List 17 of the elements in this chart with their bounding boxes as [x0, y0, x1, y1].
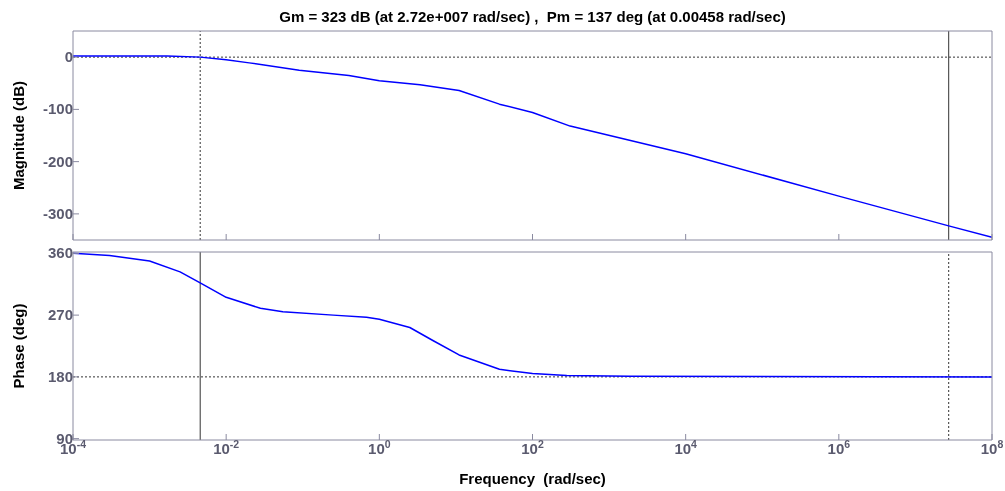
- y-tick-label: -100: [42, 100, 73, 118]
- x-tick-label: 10$^{6}$: [827, 438, 851, 457]
- x-tick-label: 10$^{-2}$: [213, 438, 240, 457]
- x-tick-label: 10$^{4}$: [674, 438, 698, 457]
- y-axis-title: Magnitude (dB): [10, 80, 27, 191]
- y-tick-label: -300: [42, 204, 73, 222]
- y-tick-label: 360: [47, 244, 73, 262]
- y-axis-title: Phase (deg): [10, 303, 27, 389]
- x-tick-label: 10$^{8}$: [980, 438, 1004, 457]
- x-tick-label: 10$^{2}$: [521, 438, 544, 457]
- x-tick-label: 10$^{0}$: [368, 438, 391, 457]
- x-axis-title: Frequency (rad/sec): [459, 470, 606, 487]
- y-tick-label: 270: [47, 306, 73, 324]
- y-tick-label: 180: [47, 367, 73, 385]
- y-tick-label: -200: [42, 152, 73, 170]
- chart-title: Gm = 323 dB (at 2.72e+007 rad/sec) , Pm = 137 deg (at 0.00458 rad/sec): [278, 8, 787, 25]
- y-tick-label: 0: [64, 48, 73, 66]
